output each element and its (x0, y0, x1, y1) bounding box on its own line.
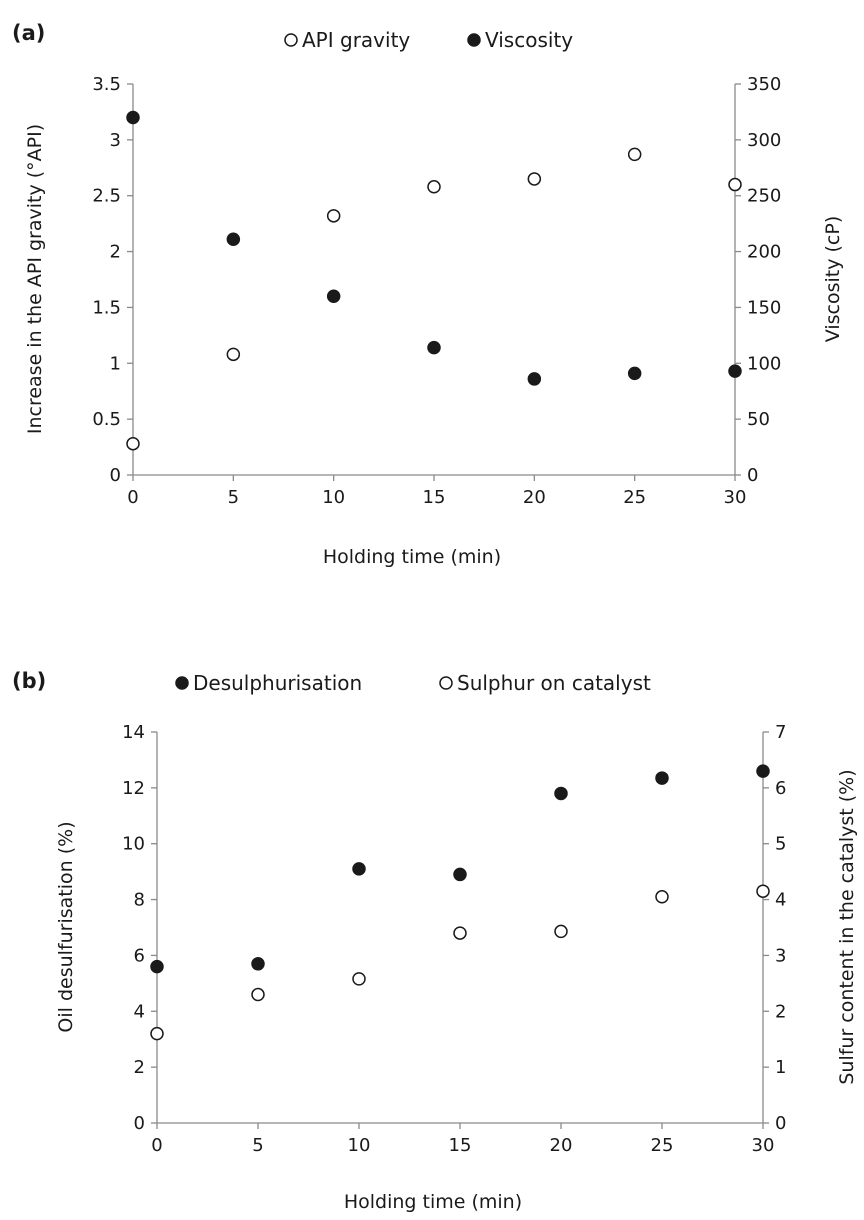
y-axis-title-left-b: Oil desulfurisation (%) (55, 821, 77, 1032)
data-point-api-gravity (728, 177, 742, 192)
x-tick-label: 10 (348, 1135, 371, 1156)
x-tick-label: 15 (449, 1135, 472, 1156)
y-right-tick-label: 0 (775, 1113, 786, 1134)
legend-b: Desulphurisation Sulphur on catalyst (175, 671, 651, 695)
y-right-tick-label: 4 (775, 890, 786, 911)
data-point-sulphur-on-catalyst (655, 890, 669, 904)
y-right-tick-label: 300 (747, 130, 781, 151)
data-point-api-gravity (326, 209, 341, 223)
y-right-tick-label: 6 (775, 778, 786, 799)
y-left-tick-label: 6 (134, 945, 145, 966)
legend-marker-sulphur-on-catalyst (439, 676, 453, 690)
y-right-tick-label: 350 (747, 74, 781, 95)
y-right-tick-label: 150 (747, 297, 781, 318)
y-left-tick-label: 2.5 (92, 186, 121, 207)
y-left-tick-label: 10 (122, 834, 145, 855)
y-left-tick-label: 12 (122, 778, 145, 799)
data-point-viscosity (326, 289, 341, 304)
legend-marker-viscosity (467, 33, 481, 47)
data-point-sulphur-on-catalyst (352, 972, 366, 986)
legend-marker-desulphurisation (175, 676, 189, 690)
data-point-api-gravity (527, 172, 542, 186)
ticks-a: 0 5 10 15 20 25 3000.511.522.533.5050100150200… (92, 74, 781, 508)
y-right-tick-label: 200 (747, 242, 781, 263)
panel-label-b: (b) (12, 669, 46, 693)
x-tick-label: 0 (127, 487, 138, 508)
y-axis-title-right-a: Viscosity (cP) (822, 216, 844, 342)
x-tick-label: 30 (752, 1135, 775, 1156)
data-point-api-gravity (226, 347, 241, 362)
legend-label-sulphur-on-catalyst: Sulphur on catalyst (457, 671, 651, 695)
x-tick-label: 5 (228, 487, 239, 508)
data-point-api-gravity (126, 436, 140, 451)
y-left-tick-label: 14 (122, 722, 145, 743)
x-tick-label: 25 (651, 1135, 674, 1156)
data-point-sulphur-on-catalyst (756, 884, 770, 898)
data-point-sulphur-on-catalyst (554, 924, 568, 939)
panel-a: (a) API gravity Viscosity 0 5 10 15 20 25 3000… (12, 21, 844, 568)
y-right-tick-label: 1 (775, 1057, 786, 1078)
data-point-viscosity (527, 372, 542, 386)
data-point-viscosity (427, 340, 441, 355)
x-tick-label: 0 (151, 1135, 162, 1156)
x-tick-label: 20 (523, 487, 546, 508)
y-left-tick-label: 0 (134, 1113, 145, 1134)
data-point-desulphurisation (655, 771, 669, 785)
data-point-desulphurisation (150, 959, 164, 974)
x-axis-title-a: Holding time (min) (323, 546, 501, 568)
y-left-tick-label: 2 (110, 242, 121, 263)
y-right-tick-label: 7 (775, 722, 786, 743)
data-point-viscosity (226, 232, 241, 247)
y-right-tick-label: 3 (775, 945, 786, 966)
data-point-desulphurisation (453, 867, 467, 882)
y-right-tick-label: 50 (747, 409, 770, 430)
y-left-tick-label: 4 (134, 1001, 145, 1022)
data-point-sulphur-on-catalyst (150, 1026, 164, 1041)
data-point-api-gravity (627, 147, 642, 162)
y-right-tick-label: 250 (747, 186, 781, 207)
x-axis-title-b: Holding time (min) (344, 1191, 522, 1213)
y-axis-title-left-a: Increase in the API gravity (°API) (24, 124, 46, 434)
data-points-b (150, 764, 770, 1041)
data-point-sulphur-on-catalyst (453, 926, 467, 940)
legend-marker-api-gravity (284, 33, 298, 47)
panel-b: (b) Desulphurisation Sulphur on catalyst… (12, 669, 858, 1213)
data-point-sulphur-on-catalyst (251, 987, 265, 1002)
y-left-tick-label: 3.5 (92, 74, 121, 95)
data-point-desulphurisation (251, 957, 265, 971)
y-left-tick-label: 2 (134, 1057, 145, 1078)
legend-label-api-gravity: API gravity (302, 28, 410, 52)
y-right-tick-label: 0 (747, 465, 758, 486)
data-point-viscosity (627, 366, 642, 381)
legend-label-viscosity: Viscosity (485, 28, 573, 52)
data-point-desulphurisation (352, 862, 366, 876)
data-point-desulphurisation (554, 786, 568, 801)
y-axis-title-right-b: Sulfur content in the catalyst (%) (836, 769, 858, 1084)
y-left-tick-label: 1 (110, 353, 121, 374)
y-left-tick-label: 1.5 (92, 297, 121, 318)
y-right-tick-label: 5 (775, 834, 786, 855)
data-point-api-gravity (427, 180, 441, 194)
legend-a: API gravity Viscosity (284, 28, 573, 52)
x-tick-label: 20 (550, 1135, 573, 1156)
x-tick-label: 15 (423, 487, 446, 508)
y-left-tick-label: 8 (134, 890, 145, 911)
x-tick-label: 10 (322, 487, 345, 508)
x-tick-label: 25 (623, 487, 646, 508)
x-tick-label: 5 (252, 1135, 263, 1156)
data-point-viscosity (728, 364, 742, 378)
data-point-viscosity (126, 110, 140, 125)
y-right-tick-label: 2 (775, 1001, 786, 1022)
y-left-tick-label: 0.5 (92, 409, 121, 430)
data-points-a (126, 110, 742, 451)
x-tick-label: 30 (724, 487, 747, 508)
data-point-desulphurisation (756, 764, 770, 778)
panel-label-a: (a) (12, 21, 45, 45)
y-left-tick-label: 0 (110, 465, 121, 486)
y-right-tick-label: 100 (747, 353, 781, 374)
y-left-tick-label: 3 (110, 130, 121, 151)
legend-label-desulphurisation: Desulphurisation (193, 671, 362, 695)
